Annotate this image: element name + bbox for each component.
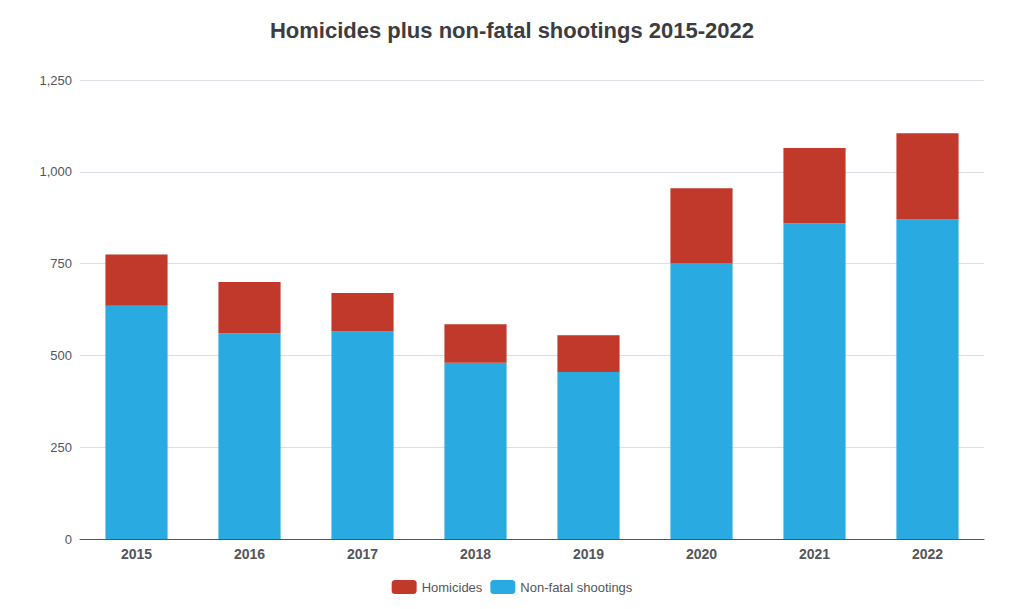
svg-text:750: 750 bbox=[50, 256, 72, 271]
svg-text:2021: 2021 bbox=[799, 546, 830, 562]
svg-text:2016: 2016 bbox=[234, 546, 265, 562]
svg-text:2020: 2020 bbox=[686, 546, 717, 562]
svg-text:1,000: 1,000 bbox=[39, 164, 72, 179]
svg-text:2018: 2018 bbox=[460, 546, 491, 562]
svg-text:0: 0 bbox=[65, 532, 72, 547]
svg-text:500: 500 bbox=[50, 348, 72, 363]
svg-text:2019: 2019 bbox=[573, 546, 604, 562]
svg-text:1,250: 1,250 bbox=[39, 73, 72, 88]
svg-text:Homicides plus non-fatal shoot: Homicides plus non-fatal shootings 2015-… bbox=[270, 18, 754, 43]
svg-text:2022: 2022 bbox=[912, 546, 943, 562]
svg-text:Homicides: Homicides bbox=[422, 580, 483, 595]
svg-text:250: 250 bbox=[50, 440, 72, 455]
svg-text:2015: 2015 bbox=[121, 546, 152, 562]
svg-text:Non-fatal shootings: Non-fatal shootings bbox=[520, 580, 633, 595]
svg-text:2017: 2017 bbox=[347, 546, 378, 562]
